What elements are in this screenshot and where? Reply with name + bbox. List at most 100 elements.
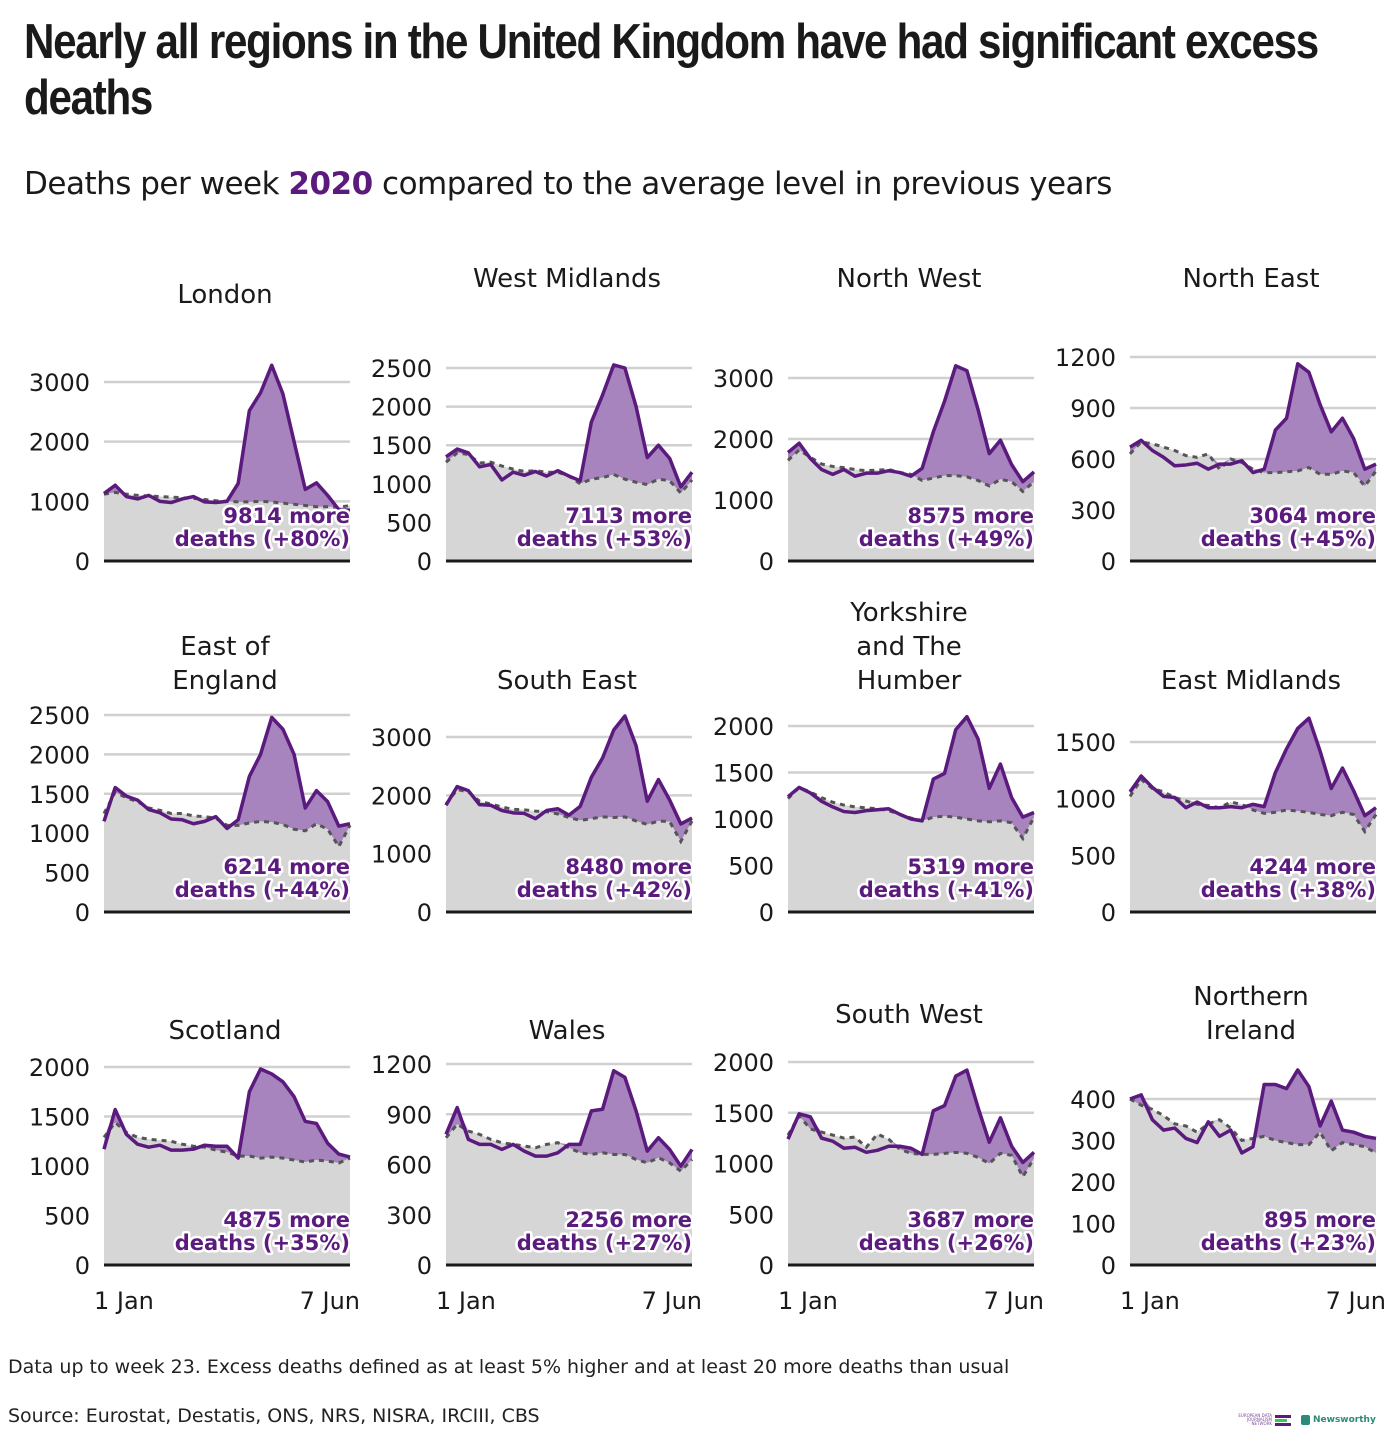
annotation-text: deaths (+35%) — [175, 1231, 350, 1255]
annotation-text: 8480 more — [565, 855, 692, 879]
y-tick-label: 2000 — [371, 782, 432, 810]
deficit-area — [446, 1124, 692, 1172]
panel-east-midlands: East Midlands 0 500 1000 1500 4244 more 4244 m… — [1026, 602, 1379, 942]
excess-area — [788, 716, 1034, 839]
excess-area — [104, 1068, 350, 1164]
subtitle: Deaths per week 2020 compared to the ave… — [24, 166, 1112, 202]
annotation-halo: deaths (+42%) — [517, 878, 692, 902]
y-tick-label: 0 — [759, 548, 774, 576]
y-tick-label: 1500 — [371, 432, 432, 460]
line-2020 — [786, 1068, 1036, 1165]
y-tick-label: 1000 — [29, 820, 90, 848]
y-tick-label: 1000 — [713, 806, 774, 834]
logos: EUROPEAN DATA JOURNALISM NETWORK Newswor… — [1236, 1410, 1376, 1430]
annotation-text: 5319 more — [907, 855, 1034, 879]
panel-title: Northern Ireland — [1193, 982, 1309, 1046]
annotation-text: 895 more — [1264, 1208, 1376, 1232]
annotation-text: deaths (+42%) — [517, 878, 692, 902]
y-tick-label: 900 — [386, 1101, 432, 1129]
y-tick-label: 500 — [1070, 842, 1116, 870]
line-2020 — [444, 1068, 694, 1168]
y-tick-label: 500 — [44, 860, 90, 888]
y-tick-label: 1000 — [29, 488, 90, 516]
panel-title: East Midlands — [1160, 666, 1342, 696]
line-2020 — [102, 715, 351, 831]
subtitle-suffix: compared to the average level in previou… — [372, 166, 1112, 202]
y-tick-label: 1000 — [713, 487, 774, 515]
annotation-halo: deaths (+45%) — [1201, 527, 1376, 551]
annotation-halo: deaths (+44%) — [175, 878, 350, 902]
y-tick-label: 0 — [1101, 548, 1116, 576]
annotation-text: 2256 more — [565, 1208, 692, 1232]
baseline-area — [446, 452, 692, 561]
annotation-halo: deaths (+23%) — [1201, 1231, 1376, 1255]
panel-title: South East — [497, 666, 637, 696]
annotation-halo: 5319 more — [907, 855, 1034, 879]
baseline-area — [788, 449, 1034, 561]
newsworthy-logo: Newsworthy — [1301, 1415, 1376, 1425]
y-tick-label: 1200 — [371, 1051, 432, 1079]
y-tick-label: 1000 — [29, 1153, 90, 1181]
average-line — [102, 790, 352, 850]
newsworthy-icon — [1301, 1415, 1310, 1425]
annotation-halo: 8480 more — [565, 855, 692, 879]
baseline-area — [104, 492, 350, 561]
panel-west-midlands: West Midlands 0 500 1000 1500 2000 2500 7113 mo… — [342, 250, 695, 590]
edjn-logo-text: EUROPEAN DATA JOURNALISM NETWORK — [1238, 1413, 1272, 1426]
baseline-area — [104, 1122, 350, 1265]
panel-title: North West — [836, 264, 982, 294]
excess-area — [446, 364, 692, 494]
y-tick-label: 0 — [417, 548, 432, 576]
annotation-text: 4244 more — [1249, 855, 1376, 879]
y-tick-label: 2000 — [29, 741, 90, 769]
y-tick-label: 200 — [1070, 1169, 1116, 1197]
annotation-text: 3687 more — [907, 1208, 1034, 1232]
subtitle-prefix: Deaths per week — [24, 166, 289, 202]
annotation-halo: deaths (+53%) — [517, 527, 692, 551]
panel-title: Yorkshire and The Humber — [850, 598, 968, 696]
edjn-logo: EUROPEAN DATA JOURNALISM NETWORK — [1236, 1414, 1291, 1426]
excess-area — [1130, 1069, 1376, 1153]
y-tick-label: 3000 — [713, 365, 774, 393]
panel-wales: Wales 0 300 600 900 1200 2256 more 2256 more dea… — [342, 952, 702, 1315]
line-2020 — [445, 363, 694, 489]
annotation-halo: deaths (+38%) — [1201, 878, 1376, 902]
annotation-halo: 4244 more — [1249, 855, 1376, 879]
x-tick-label-end: 7 Jun — [642, 1287, 702, 1315]
annotation-text: deaths (+44%) — [175, 878, 350, 902]
annotation-text: 7113 more — [565, 504, 692, 528]
baseline-area — [788, 1115, 1034, 1265]
y-tick-label: 500 — [728, 853, 774, 881]
y-tick-label: 3000 — [371, 724, 432, 752]
annotation-text: deaths (+23%) — [1201, 1231, 1376, 1255]
y-tick-label: 400 — [1070, 1086, 1116, 1114]
line-2020 — [1129, 362, 1377, 475]
y-tick-label: 1500 — [713, 760, 774, 788]
panel-title: Scotland — [168, 1016, 282, 1046]
y-tick-label: 1000 — [713, 1151, 774, 1179]
y-tick-label: 1500 — [29, 781, 90, 809]
annotation-halo: deaths (+41%) — [859, 878, 1034, 902]
edjn-logo-icon — [1275, 1414, 1291, 1426]
y-tick-label: 500 — [728, 1201, 774, 1229]
annotation-halo: 6214 more — [223, 855, 350, 879]
y-tick-label: 0 — [1101, 1252, 1116, 1280]
excess-area — [1130, 363, 1376, 487]
excess-area — [104, 365, 350, 508]
page-title: Nearly all regions in the United Kingdom… — [24, 15, 1319, 125]
x-tick-label-start: 1 Jan — [436, 1287, 496, 1315]
panel-south-west: South West 0 500 1000 1500 2000 3687 more 3687 … — [684, 952, 1044, 1315]
x-tick-label-end: 7 Jun — [984, 1287, 1044, 1315]
panel-title: Wales — [528, 1016, 606, 1046]
y-tick-label: 0 — [417, 899, 432, 927]
y-tick-label: 1500 — [1055, 729, 1116, 757]
annotation-halo: 4875 more — [223, 1208, 350, 1232]
y-tick-label: 2000 — [713, 426, 774, 454]
excess-area — [788, 365, 1034, 492]
